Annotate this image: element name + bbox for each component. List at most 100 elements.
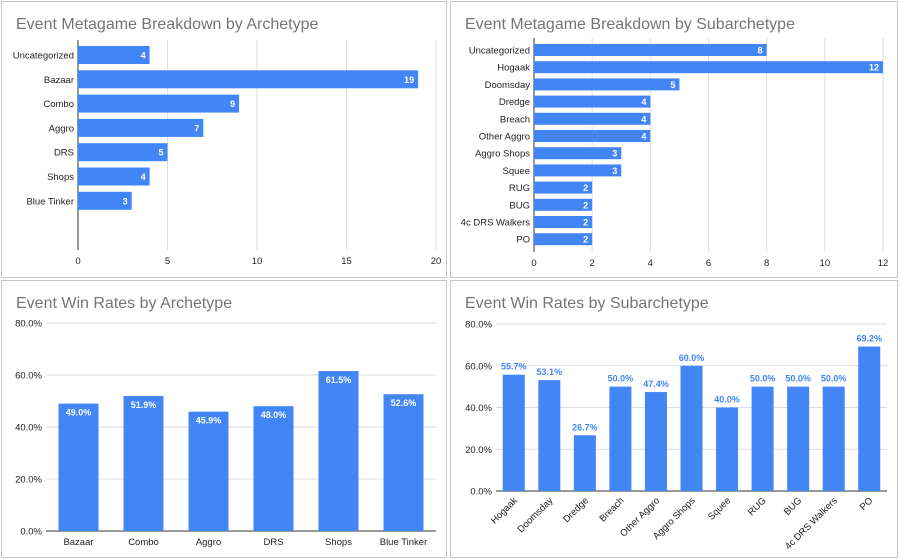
- bar: [253, 406, 294, 531]
- data-label: 50.0%: [821, 374, 847, 384]
- x-tick-label: 10: [820, 258, 831, 269]
- chart-panel-subarchetype-breakdown: Event Metagame Breakdown by Subarchetype…: [450, 1, 898, 278]
- data-label: 9: [230, 99, 235, 109]
- data-label: 2: [583, 218, 588, 228]
- y-tick-label: 0.0%: [20, 527, 42, 538]
- data-label: 12: [869, 63, 879, 73]
- y-tick-label: 60.0%: [15, 371, 42, 382]
- bar: [822, 386, 845, 491]
- category-label: Aggro Shops: [475, 149, 530, 160]
- category-label: 4c DRS Walkers: [461, 218, 531, 229]
- bar: [858, 346, 881, 491]
- data-label: 47.4%: [643, 379, 669, 389]
- category-label: Blue Tinker: [26, 196, 74, 207]
- y-tick-label: 40.0%: [15, 423, 42, 434]
- y-tick-label: 20.0%: [465, 445, 492, 456]
- bar: [644, 392, 667, 491]
- y-tick-label: 40.0%: [465, 403, 492, 414]
- data-label: 2: [583, 200, 588, 210]
- category-label: Shops: [325, 537, 352, 548]
- data-label: 50.0%: [750, 374, 776, 384]
- x-tick-label: 2: [590, 258, 595, 269]
- category-label: Aggro: [49, 123, 74, 134]
- category-label: Doomsday: [516, 495, 556, 535]
- data-label: 4: [141, 172, 146, 182]
- bar: [534, 95, 651, 108]
- category-label: Squee: [503, 166, 530, 177]
- data-label: 51.9%: [131, 400, 157, 410]
- data-label: 4: [641, 97, 646, 107]
- data-label: 49.0%: [66, 408, 92, 418]
- category-label: Dredge: [499, 97, 530, 108]
- data-label: 26.7%: [572, 422, 598, 432]
- bar: [534, 112, 651, 125]
- category-label: BUG: [782, 495, 804, 517]
- category-label: Uncategorized: [469, 46, 530, 57]
- category-label: DRS: [54, 148, 74, 159]
- bar: [123, 396, 164, 531]
- bar: [383, 394, 424, 531]
- data-label: 5: [158, 148, 163, 158]
- bar: [534, 44, 767, 56]
- bar: [534, 130, 651, 142]
- bar: [534, 181, 593, 194]
- chart-title: Event Win Rates by Subarchetype: [465, 295, 709, 312]
- x-tick-label: 0: [531, 258, 536, 269]
- subarchetype-win-rates-chart: Event Win Rates by Subarchetype 0.0% 20.0%…: [465, 295, 887, 552]
- data-label: 4: [641, 114, 646, 124]
- bar: [188, 411, 229, 531]
- category-label: Doomsday: [485, 80, 531, 91]
- category-label: Blue Tinker: [380, 537, 428, 548]
- data-label: 4: [641, 132, 646, 142]
- bar: [609, 386, 632, 491]
- x-tick-label: 6: [706, 258, 711, 269]
- category-label: Uncategorized: [13, 51, 74, 62]
- archetype-breakdown-chart: Event Metagame Breakdown by Archetype 0 5 1…: [13, 16, 442, 267]
- data-label: 61.5%: [326, 375, 352, 385]
- data-label: 40.0%: [714, 395, 740, 405]
- bar: [78, 46, 150, 64]
- bar: [751, 386, 774, 491]
- bar: [318, 371, 359, 531]
- x-tick-label: 0: [75, 256, 80, 267]
- bar: [573, 435, 596, 491]
- data-label: 4: [141, 51, 146, 61]
- category-label: Shops: [47, 172, 74, 183]
- x-tick-label: 10: [252, 256, 263, 267]
- bar: [534, 216, 593, 228]
- y-tick-label: 0.0%: [470, 487, 492, 498]
- bar: [534, 78, 680, 91]
- bar: [502, 374, 525, 491]
- x-tick-label: 4: [648, 258, 653, 269]
- x-tick-label: 5: [165, 256, 170, 267]
- bar: [58, 403, 99, 531]
- x-tick-label: 12: [878, 258, 889, 269]
- category-label: PO: [516, 235, 530, 246]
- data-label: 55.7%: [501, 362, 527, 372]
- data-label: 7: [194, 123, 199, 133]
- category-label: Aggro: [196, 537, 221, 548]
- chart-title: Event Metagame Breakdown by Archetype: [16, 16, 318, 33]
- category-label: Squee: [706, 495, 733, 522]
- data-label: 60.0%: [679, 353, 705, 363]
- chart-panel-archetype-breakdown: Event Metagame Breakdown by Archetype 0 5 1…: [1, 1, 447, 278]
- bar: [716, 407, 739, 491]
- data-label: 3: [612, 149, 617, 159]
- category-label: Breach: [597, 495, 626, 524]
- category-label: Breach: [500, 114, 530, 125]
- bar: [78, 70, 419, 89]
- data-label: 48.0%: [261, 410, 287, 420]
- archetype-win-rates-chart: Event Win Rates by Archetype 0.0% 20.0% 40.…: [15, 295, 436, 548]
- category-label: RUG: [509, 183, 530, 194]
- data-label: 52.6%: [391, 398, 417, 408]
- category-label: Combo: [128, 537, 159, 548]
- category-label: Combo: [43, 99, 74, 110]
- data-label: 3: [612, 166, 617, 176]
- bar: [78, 143, 168, 162]
- category-label: Hogaak: [497, 63, 530, 74]
- data-label: 8: [758, 46, 763, 56]
- data-label: 19: [404, 75, 414, 85]
- data-label: 45.9%: [196, 416, 222, 426]
- chart-title: Event Metagame Breakdown by Subarchetype: [465, 16, 795, 33]
- bar: [680, 365, 703, 491]
